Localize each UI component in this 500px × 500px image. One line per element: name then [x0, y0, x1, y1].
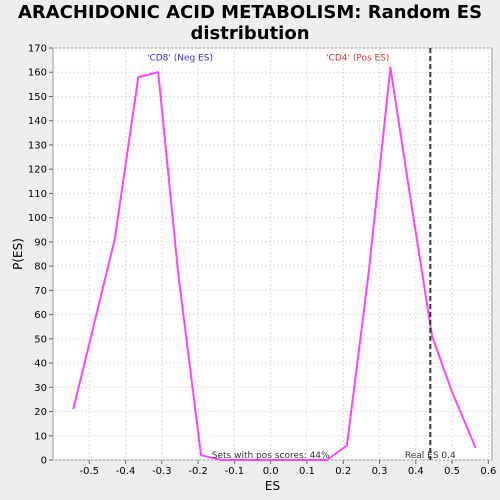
- x-tick-label: 0.6: [480, 466, 496, 477]
- annotation-label: 'CD4' (Pos ES): [326, 54, 389, 64]
- x-tick-label: 0.0: [263, 466, 279, 477]
- x-tick-label: 0.1: [299, 466, 315, 477]
- y-tick-label: 30: [34, 383, 47, 394]
- x-tick-label: -0.1: [225, 466, 245, 477]
- y-tick-label: 50: [34, 334, 47, 345]
- y-tick-label: 90: [34, 237, 47, 248]
- y-tick-label: 170: [28, 44, 47, 55]
- y-tick-label: 70: [34, 286, 47, 297]
- y-tick-label: 20: [34, 407, 47, 418]
- y-tick-label: 40: [34, 359, 47, 370]
- y-tick-label: 160: [28, 68, 47, 79]
- y-tick-label: 80: [34, 262, 47, 273]
- real-es-label: Real ES 0.4: [405, 451, 456, 461]
- x-tick-label: -0.2: [188, 466, 208, 477]
- y-tick-label: 110: [28, 189, 47, 200]
- plot-area: [52, 47, 493, 461]
- x-tick-label: 0.2: [335, 466, 351, 477]
- series-layer: [72, 48, 477, 461]
- y-axis-label: P(ES): [11, 238, 25, 270]
- x-axis-label: ES: [265, 479, 280, 493]
- grid: [53, 47, 492, 461]
- y-tick-label: 150: [28, 92, 47, 103]
- x-tick-label: 0.5: [444, 466, 460, 477]
- y-tick-label: 0: [41, 456, 47, 467]
- y-tick-label: 60: [34, 310, 47, 321]
- axes: 0 10 20 30 40 50 60 70 80 90 100 110 120 130 140 150 160…: [28, 44, 496, 478]
- y-tick-label: 140: [28, 116, 47, 127]
- annotation-label: Sets with pos scores: 44%: [212, 451, 330, 461]
- x-tick-label: -0.5: [80, 466, 100, 477]
- annotation-layer: 'CD8' (Neg ES) 'CD4' (Pos ES) Sets with po…: [147, 54, 456, 461]
- y-tick-label: 130: [28, 140, 47, 151]
- x-tick-label: -0.3: [152, 466, 172, 477]
- y-tick-label: 100: [28, 213, 47, 224]
- y-tick-label: 10: [34, 431, 47, 442]
- y-tick-label: 120: [28, 165, 47, 176]
- x-tick-label: -0.4: [116, 466, 136, 477]
- series-line: [72, 66, 477, 461]
- chart-title: ARACHIDONIC ACID METABOLISM: Random ES d…: [17, 2, 483, 44]
- annotation-label: 'CD8' (Neg ES): [147, 54, 213, 64]
- x-tick-label: 0.4: [408, 466, 424, 477]
- x-tick-label: 0.3: [372, 466, 388, 477]
